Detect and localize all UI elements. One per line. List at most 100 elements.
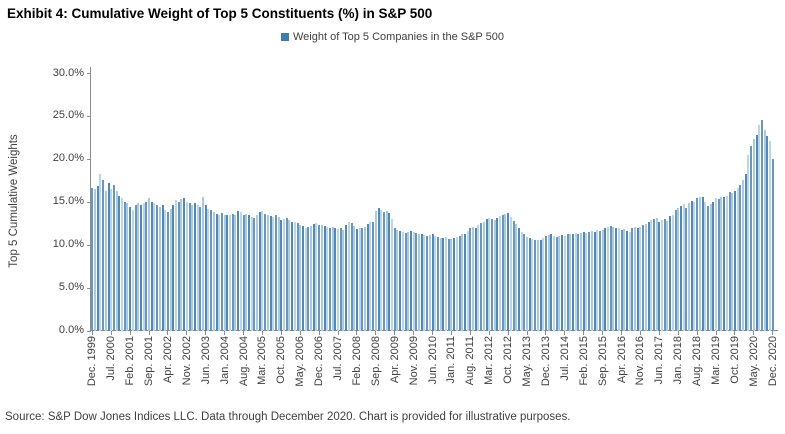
bar bbox=[388, 212, 391, 331]
x-tick-label: Sep. 2008 bbox=[369, 336, 382, 387]
bar bbox=[307, 226, 310, 331]
bar bbox=[339, 227, 342, 331]
bar bbox=[96, 186, 99, 331]
bar bbox=[458, 236, 461, 331]
x-tick-label: Dec. 2013 bbox=[539, 336, 552, 387]
bar bbox=[428, 235, 431, 331]
bar bbox=[355, 229, 358, 331]
bar bbox=[688, 202, 691, 331]
bar bbox=[242, 214, 245, 331]
bar bbox=[523, 234, 526, 331]
bar bbox=[520, 231, 523, 331]
bar bbox=[177, 201, 180, 331]
bar bbox=[617, 228, 620, 331]
bar bbox=[193, 203, 196, 331]
bar bbox=[323, 225, 326, 331]
x-tick-mark bbox=[318, 331, 320, 335]
bar bbox=[334, 228, 337, 331]
bar bbox=[404, 232, 407, 331]
bar bbox=[507, 212, 510, 331]
y-tick-label: 5.0% bbox=[58, 281, 84, 294]
bar bbox=[706, 206, 709, 331]
bar bbox=[679, 206, 682, 331]
x-tick-mark bbox=[148, 331, 150, 335]
bar bbox=[253, 218, 256, 331]
bar bbox=[542, 237, 545, 331]
bar bbox=[577, 233, 580, 331]
bar bbox=[623, 229, 626, 331]
bar bbox=[639, 226, 642, 331]
x-tick-label: Jan. 2004 bbox=[218, 336, 231, 385]
x-tick-mark bbox=[734, 331, 736, 335]
bar bbox=[601, 230, 604, 331]
bar bbox=[493, 219, 496, 331]
x-tick-mark bbox=[507, 331, 509, 335]
bar bbox=[588, 231, 591, 331]
x-tick-mark bbox=[545, 331, 547, 335]
bar bbox=[669, 216, 672, 331]
x-tick-mark bbox=[564, 331, 566, 335]
bar bbox=[439, 237, 442, 331]
x-tick-label: Aug. 2004 bbox=[237, 336, 250, 387]
bar bbox=[490, 218, 493, 331]
bar bbox=[461, 234, 464, 331]
bar bbox=[310, 225, 313, 331]
bar bbox=[723, 197, 726, 331]
bar bbox=[561, 235, 564, 331]
bar bbox=[436, 236, 439, 331]
x-tick-label: May. 2013 bbox=[521, 336, 534, 387]
bar bbox=[512, 220, 515, 331]
y-axis-line bbox=[90, 67, 91, 331]
bar bbox=[175, 200, 178, 331]
bar bbox=[385, 211, 388, 331]
bar bbox=[644, 224, 647, 331]
x-tick-mark bbox=[167, 331, 169, 335]
bar bbox=[261, 211, 264, 331]
bar bbox=[331, 226, 334, 331]
bar bbox=[744, 174, 747, 331]
bar bbox=[526, 236, 529, 331]
bar bbox=[269, 216, 272, 331]
bar bbox=[312, 224, 315, 331]
bar bbox=[482, 222, 485, 331]
bar bbox=[693, 201, 696, 331]
bar bbox=[739, 185, 742, 331]
bar bbox=[442, 237, 445, 331]
bar bbox=[445, 236, 448, 331]
x-tick-mark bbox=[375, 331, 377, 335]
bar bbox=[447, 238, 450, 331]
bar bbox=[544, 236, 547, 331]
bar bbox=[391, 218, 394, 331]
y-tick-label: 25.0% bbox=[52, 109, 84, 122]
bar bbox=[728, 192, 731, 331]
bar bbox=[488, 218, 491, 331]
bar bbox=[374, 211, 377, 331]
bar bbox=[347, 221, 350, 331]
x-tick-label: Jan. 2018 bbox=[672, 336, 685, 385]
bar bbox=[509, 217, 512, 331]
x-tick-mark bbox=[243, 331, 245, 335]
legend-swatch-icon bbox=[281, 33, 289, 41]
x-tick-mark bbox=[413, 331, 415, 335]
x-tick-mark bbox=[469, 331, 471, 335]
bar bbox=[226, 215, 229, 331]
x-tick-mark bbox=[658, 331, 660, 335]
bar bbox=[472, 226, 475, 331]
bar bbox=[139, 205, 142, 331]
bar bbox=[609, 225, 612, 331]
bar bbox=[172, 205, 175, 331]
x-tick-label: Dec. 1999 bbox=[86, 336, 99, 387]
bar bbox=[150, 201, 153, 331]
bar bbox=[372, 222, 375, 331]
x-tick-mark bbox=[280, 331, 282, 335]
bar bbox=[671, 215, 674, 331]
bar bbox=[102, 180, 105, 331]
bar bbox=[674, 210, 677, 331]
bar bbox=[771, 158, 774, 331]
x-tick-mark bbox=[337, 331, 339, 335]
bar bbox=[528, 237, 531, 331]
bar bbox=[469, 228, 472, 331]
bar bbox=[183, 198, 186, 331]
bar bbox=[126, 203, 129, 331]
y-axis-title: Top 5 Cumulative Weights bbox=[8, 134, 20, 268]
